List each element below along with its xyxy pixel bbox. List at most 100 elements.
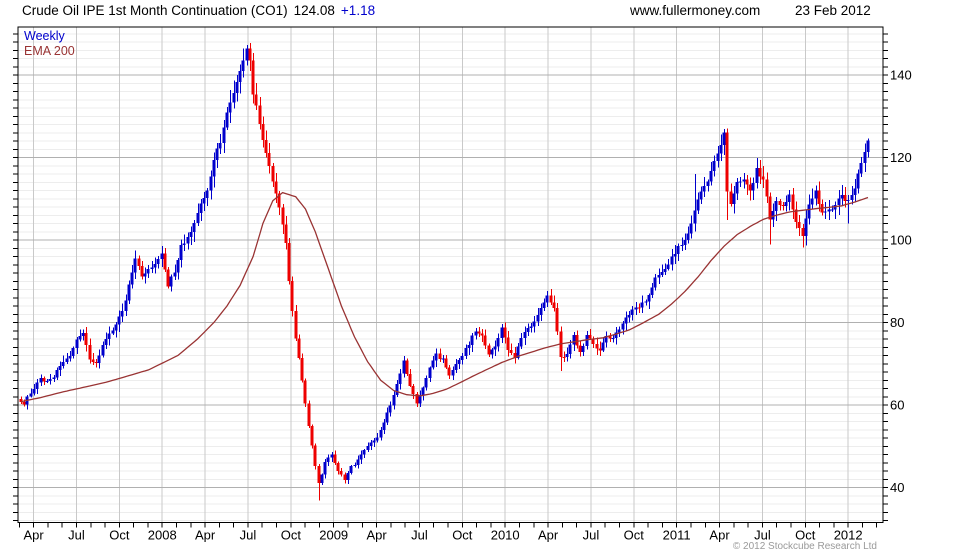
svg-text:Jul: Jul [68, 528, 85, 543]
candle [791, 188, 795, 220]
candle [480, 328, 484, 342]
candle [395, 379, 399, 398]
candle [241, 48, 245, 78]
candle [290, 276, 294, 317]
candle [143, 267, 147, 284]
candle [611, 334, 615, 343]
svg-text:40: 40 [890, 480, 904, 495]
candle [212, 152, 216, 188]
candle [153, 257, 157, 274]
candle [199, 199, 203, 221]
candle [88, 338, 92, 364]
candle [487, 343, 491, 358]
candle [568, 340, 572, 359]
candle [137, 255, 141, 270]
ema-200-line [20, 191, 869, 403]
candle [209, 170, 213, 200]
candle [506, 330, 510, 357]
candle [784, 195, 788, 212]
candle [166, 266, 170, 289]
candle [637, 303, 641, 314]
candle [683, 233, 687, 251]
candle [454, 358, 458, 374]
chart-date-label: 23 Feb 2012 [795, 3, 871, 18]
plot-border-and-ticks [13, 26, 888, 528]
candle [362, 448, 366, 458]
candle [68, 351, 72, 362]
svg-text:2012: 2012 [834, 528, 863, 543]
candle [545, 290, 549, 308]
candle [405, 358, 409, 377]
svg-text:2008: 2008 [148, 528, 177, 543]
candle [173, 264, 177, 281]
svg-text:2009: 2009 [319, 528, 348, 543]
candle [307, 400, 311, 429]
candle [339, 468, 343, 477]
candle [859, 156, 863, 178]
candle [343, 472, 347, 484]
candle [457, 358, 461, 370]
candle [470, 332, 474, 352]
candle [722, 129, 726, 156]
candle [686, 226, 690, 244]
candle [509, 343, 513, 356]
candle [75, 337, 79, 354]
candle [660, 264, 664, 277]
candle [863, 143, 867, 173]
candle [771, 203, 775, 227]
candle [356, 455, 360, 469]
candle [474, 327, 478, 340]
candle [444, 355, 448, 370]
candle [768, 192, 772, 245]
candle [330, 451, 334, 462]
candle [725, 128, 729, 221]
candle [424, 375, 428, 391]
candle [65, 352, 69, 365]
candle [192, 219, 196, 242]
candle [696, 192, 700, 214]
candle [127, 280, 131, 305]
x-axis-labels: Apr Jul Oct 2008 Apr Jul Oct 2009 Apr Jul Oct 2010 A… [23, 528, 862, 543]
candle [388, 401, 392, 417]
svg-text:Jul: Jul [754, 528, 771, 543]
candle [604, 331, 608, 348]
candle [114, 322, 118, 338]
candle [627, 311, 631, 323]
svg-text:Oct: Oct [281, 528, 302, 543]
candle [297, 334, 301, 360]
svg-text:Apr: Apr [195, 528, 216, 543]
candle [441, 355, 445, 363]
candle [107, 326, 111, 346]
legend-weekly-label: Weekly [24, 29, 65, 43]
candle [617, 326, 621, 338]
website-label: www.fullermoney.com [630, 3, 761, 18]
candle [52, 374, 56, 382]
svg-text:2010: 2010 [491, 528, 520, 543]
svg-text:Oct: Oct [624, 528, 645, 543]
candle [500, 324, 504, 343]
candle [104, 332, 108, 350]
svg-text:Apr: Apr [366, 528, 387, 543]
candle [732, 186, 736, 214]
candle [91, 352, 95, 366]
candle [817, 181, 821, 212]
y-axis-labels: 40 60 80 100 120 140 [890, 68, 912, 496]
svg-text:100: 100 [890, 233, 912, 248]
svg-text:Oct: Oct [109, 528, 130, 543]
candle [765, 172, 769, 204]
candle [385, 407, 389, 425]
candle [61, 355, 65, 369]
candle [415, 391, 419, 408]
candle [369, 440, 373, 451]
candle [101, 341, 105, 358]
candle [699, 186, 703, 204]
page-title: Crude Oil IPE 1st Month Continuation (CO… [22, 3, 288, 18]
candle [418, 390, 422, 408]
svg-text:Apr: Apr [538, 528, 559, 543]
candle [552, 295, 556, 312]
candle [729, 183, 733, 207]
candle [647, 293, 651, 309]
candle [264, 130, 268, 158]
candle [228, 90, 232, 124]
